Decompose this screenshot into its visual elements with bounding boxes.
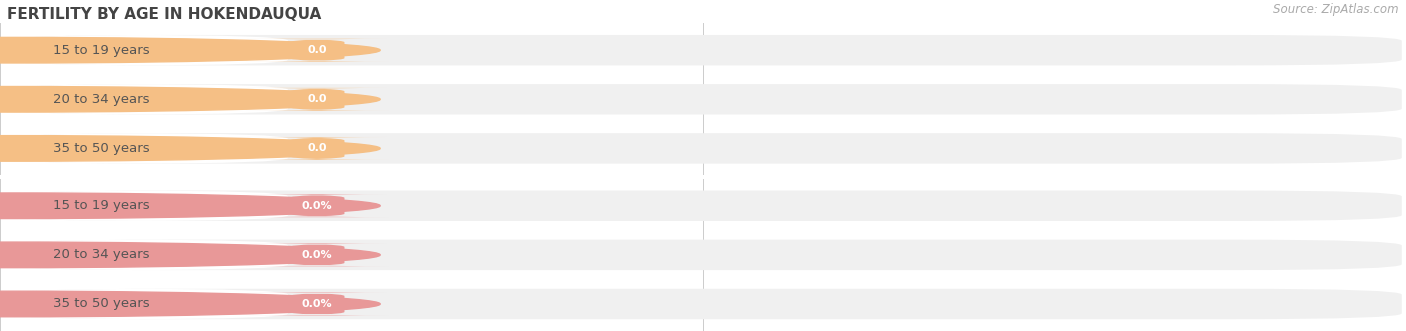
FancyBboxPatch shape [0,240,288,270]
Text: FERTILITY BY AGE IN HOKENDAUQUA: FERTILITY BY AGE IN HOKENDAUQUA [7,7,322,22]
Text: 15 to 19 years: 15 to 19 years [53,199,150,212]
FancyBboxPatch shape [3,289,1402,319]
Circle shape [0,242,380,268]
Text: 0.0%: 0.0% [302,201,332,211]
FancyBboxPatch shape [3,35,1402,66]
Text: 0.0%: 0.0% [302,299,332,309]
Text: 35 to 50 years: 35 to 50 years [53,298,150,310]
Text: 20 to 34 years: 20 to 34 years [53,93,150,106]
FancyBboxPatch shape [246,243,388,266]
Text: 0.0: 0.0 [308,94,326,104]
FancyBboxPatch shape [246,293,388,315]
FancyBboxPatch shape [0,191,288,221]
FancyBboxPatch shape [3,240,1402,270]
FancyBboxPatch shape [3,191,1402,221]
Text: 0.0%: 0.0% [302,250,332,260]
Text: 20 to 34 years: 20 to 34 years [53,248,150,261]
FancyBboxPatch shape [0,289,288,319]
Circle shape [0,136,380,161]
Text: 15 to 19 years: 15 to 19 years [53,44,150,57]
FancyBboxPatch shape [246,39,388,62]
FancyBboxPatch shape [246,137,388,160]
FancyBboxPatch shape [3,84,1402,115]
FancyBboxPatch shape [246,88,388,111]
FancyBboxPatch shape [246,194,388,217]
Circle shape [0,37,380,63]
FancyBboxPatch shape [3,133,1402,164]
Text: 35 to 50 years: 35 to 50 years [53,142,150,155]
Circle shape [0,86,380,112]
Text: 0.0: 0.0 [308,143,326,153]
FancyBboxPatch shape [0,35,288,66]
Text: Source: ZipAtlas.com: Source: ZipAtlas.com [1274,3,1399,16]
FancyBboxPatch shape [0,133,288,164]
Circle shape [0,193,380,218]
Text: 0.0: 0.0 [308,45,326,55]
FancyBboxPatch shape [0,84,288,115]
Circle shape [0,291,380,317]
